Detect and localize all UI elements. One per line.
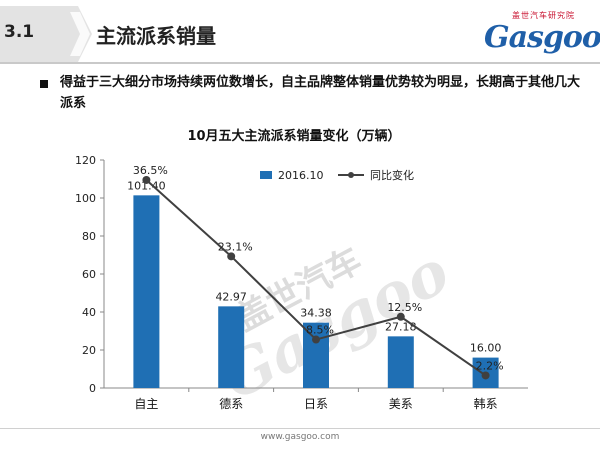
footer-url: www.gasgoo.com bbox=[260, 432, 340, 442]
y-tick-label: 80 bbox=[82, 230, 96, 243]
yoy-value-label: 2.2% bbox=[476, 359, 504, 372]
section-title: 主流派系销量 bbox=[96, 24, 216, 48]
y-tick-label: 40 bbox=[82, 306, 96, 319]
yoy-value-label: 36.5% bbox=[133, 164, 168, 177]
bar bbox=[303, 322, 329, 388]
legend-line-marker bbox=[348, 172, 354, 178]
yoy-point bbox=[396, 312, 405, 321]
bar-value-label: 42.97 bbox=[215, 290, 247, 303]
chart-title: 10月五大主流派系销量变化（万辆） bbox=[187, 128, 400, 144]
bar bbox=[387, 336, 414, 388]
bullet-icon bbox=[40, 80, 48, 88]
header-divider bbox=[0, 62, 600, 64]
x-tick-label: 韩系 bbox=[474, 396, 498, 411]
yoy-value-label: 12.5% bbox=[387, 301, 422, 314]
slide-header: 3.1 主流派系销量 盖世汽车研究院 Gasgoo bbox=[0, 0, 600, 68]
y-tick-label: 60 bbox=[82, 268, 96, 281]
yoy-point bbox=[142, 175, 151, 184]
x-tick-label: 日系 bbox=[304, 397, 328, 411]
logo-subtitle: 盖世汽车研究院 bbox=[512, 11, 575, 20]
yoy-point bbox=[227, 252, 236, 261]
yoy-value-label: 8.5% bbox=[306, 324, 334, 337]
x-tick-label: 自主 bbox=[134, 397, 158, 411]
yoy-point bbox=[481, 371, 490, 380]
bar-value-label: 34.38 bbox=[300, 307, 332, 320]
bar-value-label: 27.18 bbox=[385, 320, 417, 333]
legend-bar-swatch bbox=[260, 171, 272, 179]
bar bbox=[218, 306, 245, 388]
section-number: 3.1 bbox=[4, 22, 35, 42]
y-tick-label: 20 bbox=[82, 344, 96, 357]
y-tick-label: 100 bbox=[75, 192, 96, 205]
bar bbox=[133, 195, 160, 388]
x-tick-label: 美系 bbox=[389, 397, 413, 411]
footer-divider bbox=[0, 428, 600, 429]
section-number-band bbox=[0, 6, 92, 62]
y-tick-label: 0 bbox=[89, 382, 96, 395]
yoy-value-label: 23.1% bbox=[218, 240, 253, 253]
legend-bar-label: 2016.10 bbox=[278, 169, 324, 182]
gasgoo-logo: Gasgoo bbox=[484, 20, 600, 55]
bullet-text: 得益于三大细分市场持续两位数增长，自主品牌整体销量优势较为明显，长期高于其他几大… bbox=[60, 75, 581, 111]
legend-line-label: 同比变化 bbox=[370, 168, 414, 182]
x-tick-label: 德系 bbox=[219, 396, 243, 411]
bar-value-label: 16.00 bbox=[470, 342, 502, 355]
y-tick-label: 120 bbox=[75, 154, 96, 167]
yoy-point bbox=[312, 335, 320, 344]
